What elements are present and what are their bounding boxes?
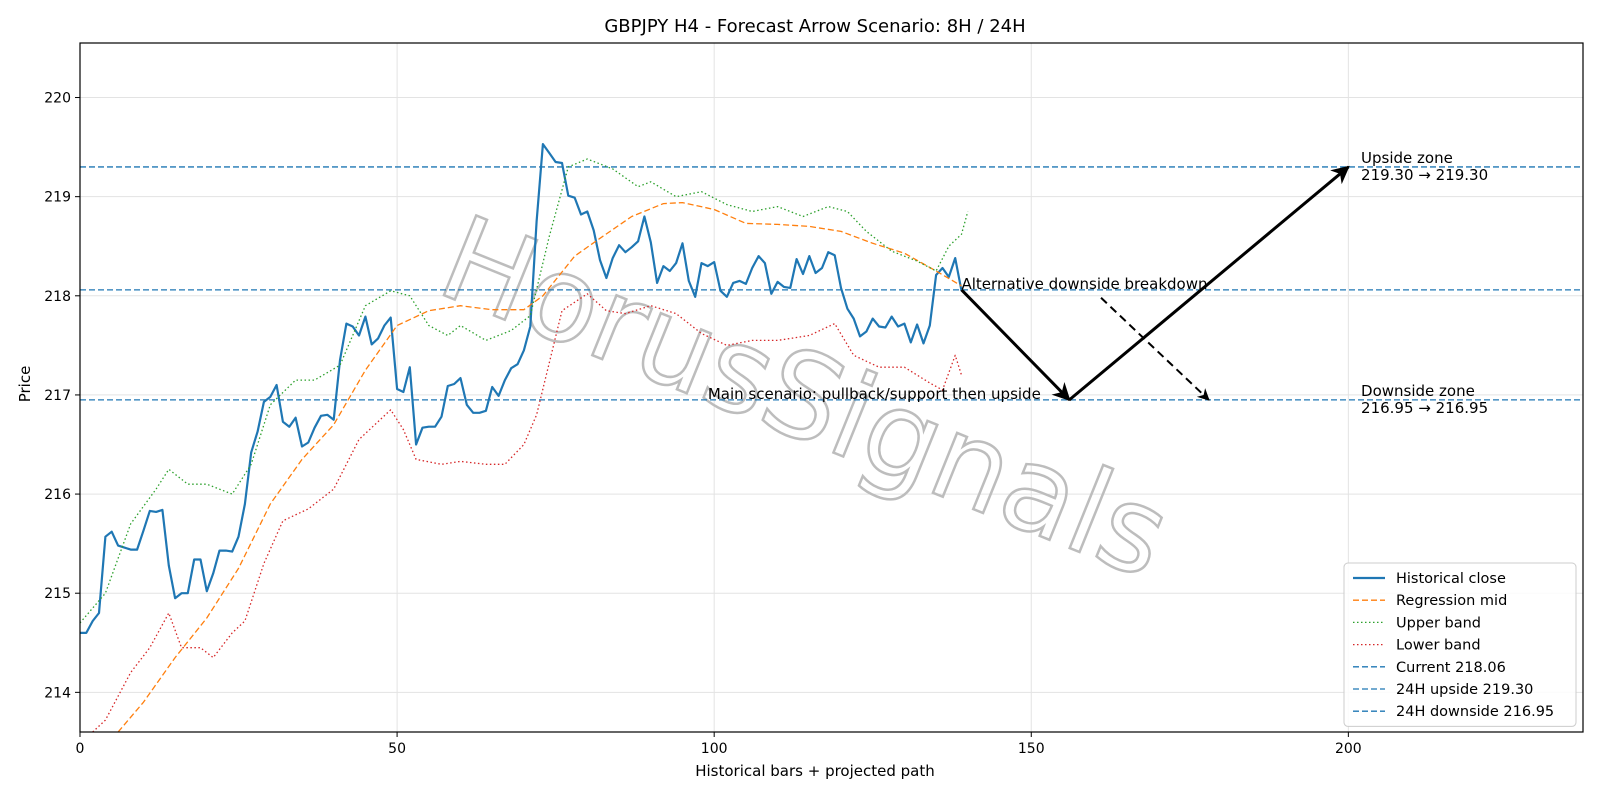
x-axis-title: Historical bars + projected path <box>695 762 935 780</box>
scenario-arrow-main-leg-1 <box>960 288 1071 402</box>
x-tick-label: 0 <box>76 741 85 757</box>
x-tick-label: 100 <box>701 741 728 757</box>
legend-label: 24H upside 219.30 <box>1396 682 1533 698</box>
legend-label: Regression mid <box>1396 593 1507 609</box>
legend-box <box>1343 562 1577 727</box>
series-line <box>117 201 962 732</box>
y-tick-label: 214 <box>44 685 71 701</box>
y-tick-label: 217 <box>44 388 71 404</box>
scenario-arrows <box>960 165 1350 402</box>
legend-label: Lower band <box>1396 638 1481 654</box>
legend-label: 24H downside 216.95 <box>1396 704 1554 720</box>
y-tick-label: 219 <box>44 190 71 206</box>
annotation-main-scenario: Main scenario: pullback/support then ups… <box>708 385 1041 403</box>
series-line <box>80 143 963 634</box>
annotation-downside-zone-line: 216.95 → 216.95 <box>1361 399 1488 417</box>
annotation-upside-zone-line: 219.30 → 219.30 <box>1361 166 1488 184</box>
y-tick-label: 216 <box>44 487 71 503</box>
legend-label: Current 218.06 <box>1396 660 1506 676</box>
annotations: Main scenario: pullback/support then ups… <box>708 149 1488 417</box>
y-axis-title: Price <box>16 366 34 403</box>
plot-frame-rect <box>79 42 1584 733</box>
y-tick-label: 215 <box>44 586 71 602</box>
y-tick-label: 220 <box>44 91 71 107</box>
annotation-upside-zone-line: Upside zone <box>1361 149 1453 167</box>
annotation-downside-zone-line: Downside zone <box>1361 382 1475 400</box>
x-tick-label: 50 <box>388 741 406 757</box>
y-tick-label: 218 <box>44 289 71 305</box>
scenario-arrow-alt-leg <box>1100 297 1210 401</box>
grid <box>79 43 1583 732</box>
series-lines <box>80 143 969 732</box>
x-tick-label: 200 <box>1335 741 1362 757</box>
chart-title: GBPJPY H4 - Forecast Arrow Scenario: 8H … <box>604 16 1025 37</box>
legend: Historical close Regression mid Upper band… <box>1343 562 1577 727</box>
scenario-arrow-main-leg-2 <box>1068 165 1350 402</box>
axis-ticks: 0 50 100 150 200 214 215 216 217 218 219 220 <box>44 91 1361 757</box>
plot-frame <box>79 42 1584 733</box>
legend-label: Upper band <box>1396 615 1481 631</box>
annotation-alt-scenario: Alternative downside breakdown <box>962 275 1208 293</box>
x-tick-label: 150 <box>1018 741 1045 757</box>
legend-label: Historical close <box>1396 571 1506 587</box>
